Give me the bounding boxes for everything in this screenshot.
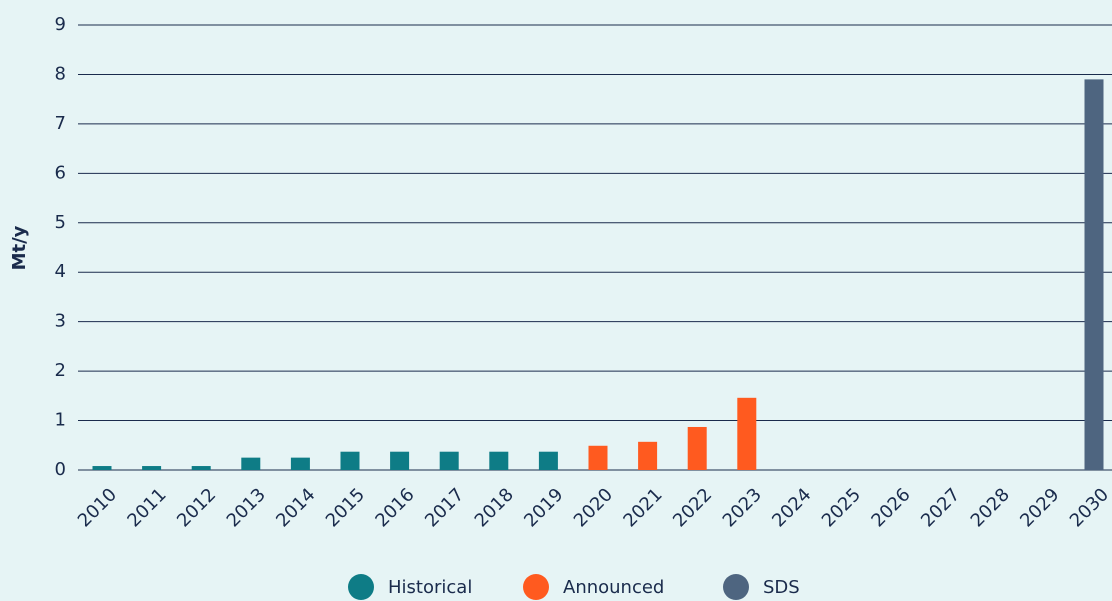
y-tick-label: 4	[55, 261, 66, 282]
y-tick-label: 9	[55, 14, 66, 35]
y-tick-label: 5	[55, 212, 66, 233]
legend-label: Historical	[388, 577, 472, 598]
bar	[390, 451, 410, 470]
bar	[489, 451, 509, 470]
y-tick-label: 2	[55, 360, 66, 381]
bar	[191, 466, 211, 470]
y-tick-label: 7	[55, 113, 66, 134]
bar	[439, 451, 459, 470]
y-axis-label: Mt/y	[9, 225, 30, 270]
bar	[687, 426, 707, 470]
bar	[142, 466, 162, 470]
bar	[340, 451, 360, 470]
bar	[538, 451, 558, 470]
y-tick-label: 8	[55, 63, 66, 84]
bar	[638, 441, 658, 470]
legend-label: Announced	[563, 577, 664, 598]
bar	[241, 457, 261, 470]
bar	[588, 445, 608, 470]
legend-swatch	[348, 574, 374, 600]
y-tick-label: 6	[55, 162, 66, 183]
bar	[92, 466, 112, 470]
bar	[737, 397, 757, 470]
y-tick-label: 3	[55, 311, 66, 332]
bar	[1084, 79, 1104, 470]
bar	[290, 457, 310, 470]
legend-label: SDS	[763, 577, 800, 598]
y-tick-label: 0	[55, 459, 66, 480]
y-tick-label: 1	[55, 410, 66, 431]
legend-swatch	[723, 574, 749, 600]
legend-swatch	[523, 574, 549, 600]
